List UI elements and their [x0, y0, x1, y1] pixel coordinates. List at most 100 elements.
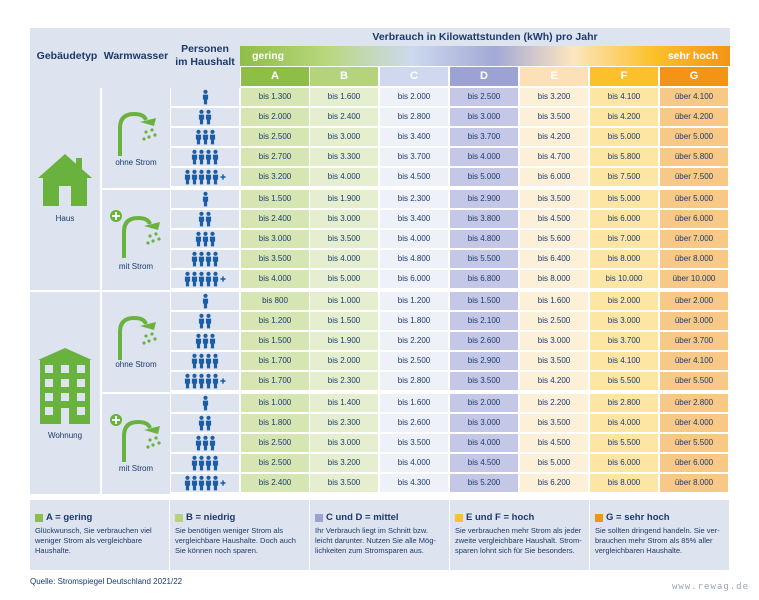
value-cell-b: bis 3.500	[310, 230, 378, 248]
legend-line: lichkeiten zum Stromsparen aus.	[315, 546, 424, 555]
value-cell-a: bis 4.000	[241, 270, 309, 288]
value-cell-f: bis 5.000	[590, 128, 658, 146]
legend-line: zweite vergleichbare Haushalt. Strom-	[455, 536, 582, 545]
personen-line1: Personen	[181, 43, 229, 55]
value-cell-e: bis 6.200	[520, 474, 588, 492]
legend-title: G = sehr hoch	[595, 512, 724, 524]
value-cell-c: bis 2.800	[380, 108, 448, 126]
chart-title: Verbrauch in Kilowattstunden (kWh) pro J…	[240, 28, 730, 46]
value-cell-b: bis 3.300	[310, 148, 378, 166]
value-cell-d: bis 1.500	[450, 292, 518, 310]
value-cell-e: bis 6.400	[520, 250, 588, 268]
col-header-gebaeudetyp: Gebäudetyp	[36, 50, 98, 62]
value-cell-d: bis 4.000	[450, 148, 518, 166]
value-cell-d: bis 6.800	[450, 270, 518, 288]
table-row: bis 800 bis 1.000 bis 1.200 bis 1.500 bis 1.…	[240, 292, 730, 310]
scale-low-label: gering	[252, 50, 285, 62]
water-label-haus-ohne: ohne Strom	[115, 158, 157, 167]
value-cell-b: bis 1.600	[310, 88, 378, 106]
value-cell-a: bis 2.500	[241, 454, 309, 472]
value-cell-e: bis 3.000	[520, 332, 588, 350]
value-cell-a: bis 1.700	[241, 352, 309, 370]
value-cell-d: bis 2.900	[450, 352, 518, 370]
value-cell-d: bis 5.500	[450, 250, 518, 268]
persons-3-icon	[171, 332, 239, 350]
value-cell-a: bis 1.000	[241, 394, 309, 412]
value-cell-b: bis 3.200	[310, 454, 378, 472]
value-cell-c: bis 3.500	[380, 434, 448, 452]
value-cell-f: bis 4.000	[590, 414, 658, 432]
value-cell-a: bis 1.200	[241, 312, 309, 330]
value-cell-f: bis 8.000	[590, 250, 658, 268]
value-cell-g: über 4.200	[660, 108, 728, 126]
legend-box: B = niedrig Sie benötigen weniger Strom a…	[170, 500, 309, 570]
value-cell-g: über 5.500	[660, 434, 728, 452]
value-cell-g: über 4.100	[660, 352, 728, 370]
value-cell-f: bis 2.000	[590, 292, 658, 310]
value-cell-a: bis 1.800	[241, 414, 309, 432]
persons-2-icon	[171, 210, 239, 228]
value-cell-g: über 8.000	[660, 474, 728, 492]
value-cell-d: bis 4.000	[450, 434, 518, 452]
persons-4-icon	[171, 250, 239, 268]
legend-description: Sie sollten dringend handeln. Sie ver-br…	[595, 526, 724, 556]
legend-line: Sie verbrauchen mehr Strom als jeder	[455, 526, 582, 535]
value-cell-e: bis 3.500	[520, 352, 588, 370]
persons-2-icon	[171, 312, 239, 330]
value-cell-f: bis 2.800	[590, 394, 658, 412]
value-cell-f: bis 4.200	[590, 108, 658, 126]
value-cell-g: über 5.000	[660, 128, 728, 146]
legend-title: C und D = mittel	[315, 512, 444, 524]
legend-box: G = sehr hoch Sie sollten dringend handel…	[590, 500, 729, 570]
scale-gradient: gering sehr hoch	[240, 46, 730, 66]
value-cell-a: bis 3.200	[241, 168, 309, 186]
apartment-building-icon	[38, 348, 92, 424]
legend-title-text: B = niedrig	[186, 512, 236, 523]
value-cell-a: bis 2.400	[241, 210, 309, 228]
value-cell-b: bis 2.300	[310, 372, 378, 390]
value-cell-c: bis 4.300	[380, 474, 448, 492]
value-cell-e: bis 2.500	[520, 312, 588, 330]
value-cell-c: bis 3.400	[380, 210, 448, 228]
value-cell-a: bis 2.700	[241, 148, 309, 166]
class-header-e: E	[520, 67, 588, 86]
value-cell-e: bis 4.200	[520, 128, 588, 146]
legend-swatch	[595, 514, 603, 522]
legend-title-text: G = sehr hoch	[606, 512, 670, 523]
value-cell-g: über 7.000	[660, 230, 728, 248]
persons-3-icon	[171, 434, 239, 452]
value-cell-d: bis 3.700	[450, 128, 518, 146]
value-cell-f: bis 5.500	[590, 434, 658, 452]
value-cell-d: bis 4.800	[450, 230, 518, 248]
persons-5-icon	[171, 270, 239, 288]
class-header-d: D	[450, 67, 518, 86]
legend-line: brauchen mehr Strom als 85% aller	[595, 536, 713, 545]
value-cell-g: über 3.000	[660, 312, 728, 330]
value-cell-c: bis 3.700	[380, 148, 448, 166]
value-cell-d: bis 2.100	[450, 312, 518, 330]
class-header-a: A	[241, 67, 309, 86]
col-header-personen: Personen im Haushalt	[171, 43, 239, 69]
value-cell-c: bis 4.000	[380, 230, 448, 248]
value-cell-f: bis 5.500	[590, 372, 658, 390]
legend-line: weniger Strom als vergleichbare	[35, 536, 143, 545]
value-cell-c: bis 2.200	[380, 332, 448, 350]
value-cell-b: bis 3.000	[310, 128, 378, 146]
table-row: bis 2.400 bis 3.000 bis 3.400 bis 3.800 bis …	[240, 210, 730, 228]
water-block-haus-ohne	[102, 88, 170, 188]
persons-1-icon	[171, 292, 239, 310]
value-cell-b: bis 3.500	[310, 474, 378, 492]
value-cell-d: bis 2.000	[450, 394, 518, 412]
header-left-block	[30, 28, 240, 88]
value-cell-e: bis 3.200	[520, 88, 588, 106]
legend-swatch	[315, 514, 323, 522]
value-cell-e: bis 4.700	[520, 148, 588, 166]
value-cell-c: bis 4.000	[380, 454, 448, 472]
value-cell-a: bis 2.500	[241, 128, 309, 146]
value-cell-b: bis 2.400	[310, 108, 378, 126]
table-row: bis 2.400 bis 3.500 bis 4.300 bis 5.200 bis …	[240, 474, 730, 492]
value-cell-b: bis 4.000	[310, 250, 378, 268]
table-row: bis 1.000 bis 1.400 bis 1.600 bis 2.000 bis …	[240, 394, 730, 412]
legend-title: B = niedrig	[175, 512, 304, 524]
value-cell-c: bis 3.400	[380, 128, 448, 146]
